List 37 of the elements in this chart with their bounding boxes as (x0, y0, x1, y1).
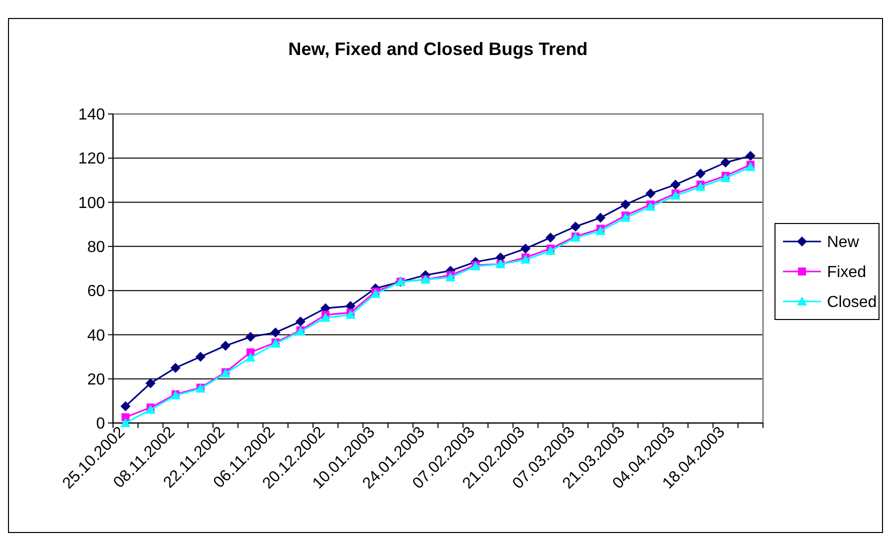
point (670, 190, 680, 200)
point (546, 232, 556, 243)
point (220, 340, 230, 351)
y-tick-label: 120 (78, 150, 106, 168)
y-tick-label: 140 (78, 106, 106, 124)
point (520, 254, 530, 264)
legend-label: Closed (827, 294, 877, 312)
chart-title: New, Fixed and Closed Bugs Trend (288, 39, 588, 59)
point (646, 202, 656, 211)
point (746, 150, 756, 161)
y-tick-label: 80 (87, 239, 106, 256)
y-tick-label: 0 (96, 416, 106, 433)
legend-label: New (827, 234, 860, 252)
point (120, 401, 130, 412)
point (570, 222, 580, 232)
point (246, 332, 256, 342)
point (670, 180, 680, 190)
point (296, 316, 306, 326)
point (170, 362, 180, 373)
point (596, 212, 606, 223)
point (120, 418, 130, 427)
point (620, 199, 630, 210)
y-tick-label: 20 (87, 371, 106, 388)
point (520, 244, 530, 254)
point (696, 168, 706, 179)
y-tick-label: 100 (78, 194, 106, 212)
point (146, 378, 156, 388)
point (646, 188, 656, 198)
point (246, 352, 256, 362)
y-tick-label: 40 (87, 327, 106, 344)
point (720, 173, 730, 182)
point (196, 352, 206, 362)
point (720, 158, 730, 168)
point (270, 328, 280, 338)
point (320, 312, 330, 322)
y-tick-label: 60 (87, 283, 106, 300)
legend-label: Fixed (827, 264, 866, 282)
